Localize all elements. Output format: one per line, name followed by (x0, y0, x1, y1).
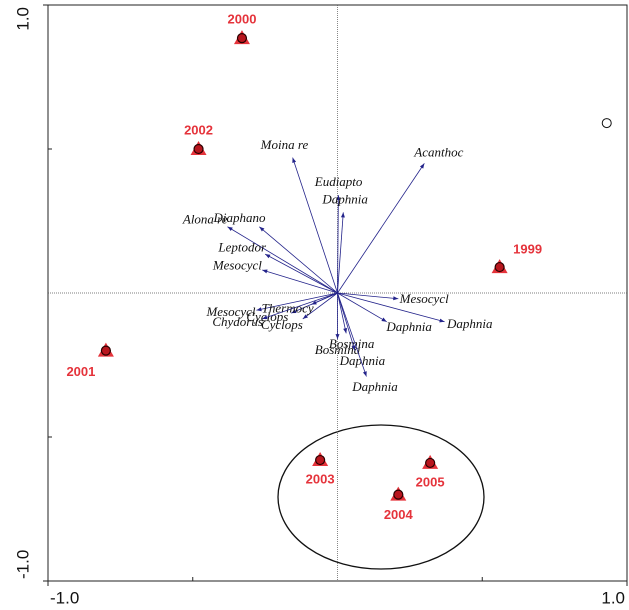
species-label: Cyclops (246, 309, 288, 324)
sample-label: 2003 (306, 471, 335, 486)
sample-label: 2001 (66, 364, 95, 379)
species-label: Thermocy (262, 300, 314, 315)
arrow-head (340, 212, 345, 218)
species-label: Bosmina (329, 336, 375, 351)
sample-point (236, 33, 248, 44)
sample-label: 2002 (184, 122, 213, 137)
sample-label: 2004 (384, 507, 414, 522)
sample-label: 1999 (513, 242, 542, 257)
species-arrow (262, 269, 338, 294)
arrow-head (311, 300, 317, 305)
species-label: Alona re (182, 212, 228, 227)
arrow-head (351, 345, 356, 351)
species-label: Cyclops (261, 317, 303, 332)
arrow-head (302, 314, 308, 319)
species-arrow (227, 226, 338, 294)
arrow-head (292, 157, 297, 164)
species-arrow (256, 292, 338, 311)
arrow-head (336, 195, 341, 201)
species-label: Daphnia (446, 316, 493, 331)
species-arrow (337, 212, 344, 294)
species-arrow (264, 253, 338, 294)
species-arrow (337, 195, 339, 294)
arrow-head (259, 226, 265, 232)
sample-point (193, 143, 204, 155)
arrow-head (381, 317, 387, 322)
species-label: Daphnia (351, 379, 398, 394)
arrow-head (256, 307, 262, 312)
species-label: Leptodor (217, 239, 267, 254)
sample-label: 2005 (416, 474, 445, 489)
x-tick-label: -1.0 (50, 588, 79, 607)
species-label: Mesocycl (399, 291, 449, 306)
arrow-head (227, 226, 233, 232)
species-arrow (262, 292, 338, 320)
species-arrow (337, 292, 347, 334)
species-arrow (337, 292, 367, 377)
sample-label: 2000 (228, 12, 257, 27)
arrow-head (439, 318, 445, 323)
species-label: Chydorus (212, 314, 263, 329)
species-arrow (337, 163, 425, 294)
arrow-head (262, 315, 268, 320)
sample-point (425, 457, 436, 469)
species-arrow (337, 292, 399, 300)
x-tick-label: 1.0 (601, 588, 625, 607)
species-label: Acanthoc (413, 144, 463, 159)
arrow-head (262, 269, 268, 274)
species-arrow (292, 157, 338, 294)
species-arrow (259, 226, 338, 294)
arrow-head (335, 334, 340, 340)
sample-point (393, 489, 404, 500)
arrow-head (343, 328, 348, 334)
species-label: Mesocycl (205, 304, 255, 319)
sample-point (315, 454, 326, 466)
arrow-head (419, 163, 425, 169)
species-arrow (337, 292, 387, 323)
species-label: Diaphano (212, 210, 266, 225)
species-label: Eudiapto (314, 174, 363, 189)
arrow-head (393, 296, 399, 301)
sample-point (494, 261, 505, 273)
species-label: Mesocycl (212, 257, 262, 272)
supplementary-point (601, 118, 612, 129)
y-tick-label: -1.0 (13, 550, 32, 579)
species-label: Daphnia (321, 191, 368, 206)
species-label: Bosmina (315, 342, 361, 357)
arrow-head (291, 309, 297, 314)
species-label: Daphnia (385, 319, 432, 334)
species-arrow (337, 292, 445, 323)
group-ellipse (277, 424, 485, 570)
sample-point (100, 345, 112, 356)
species-label: Moina re (260, 137, 309, 152)
y-tick-label: 1.0 (13, 7, 32, 31)
species-arrow (337, 292, 356, 351)
species-arrow (302, 292, 338, 320)
arrow-head (362, 371, 367, 377)
species-label: Daphnia (339, 353, 386, 368)
arrow-head (265, 254, 271, 259)
